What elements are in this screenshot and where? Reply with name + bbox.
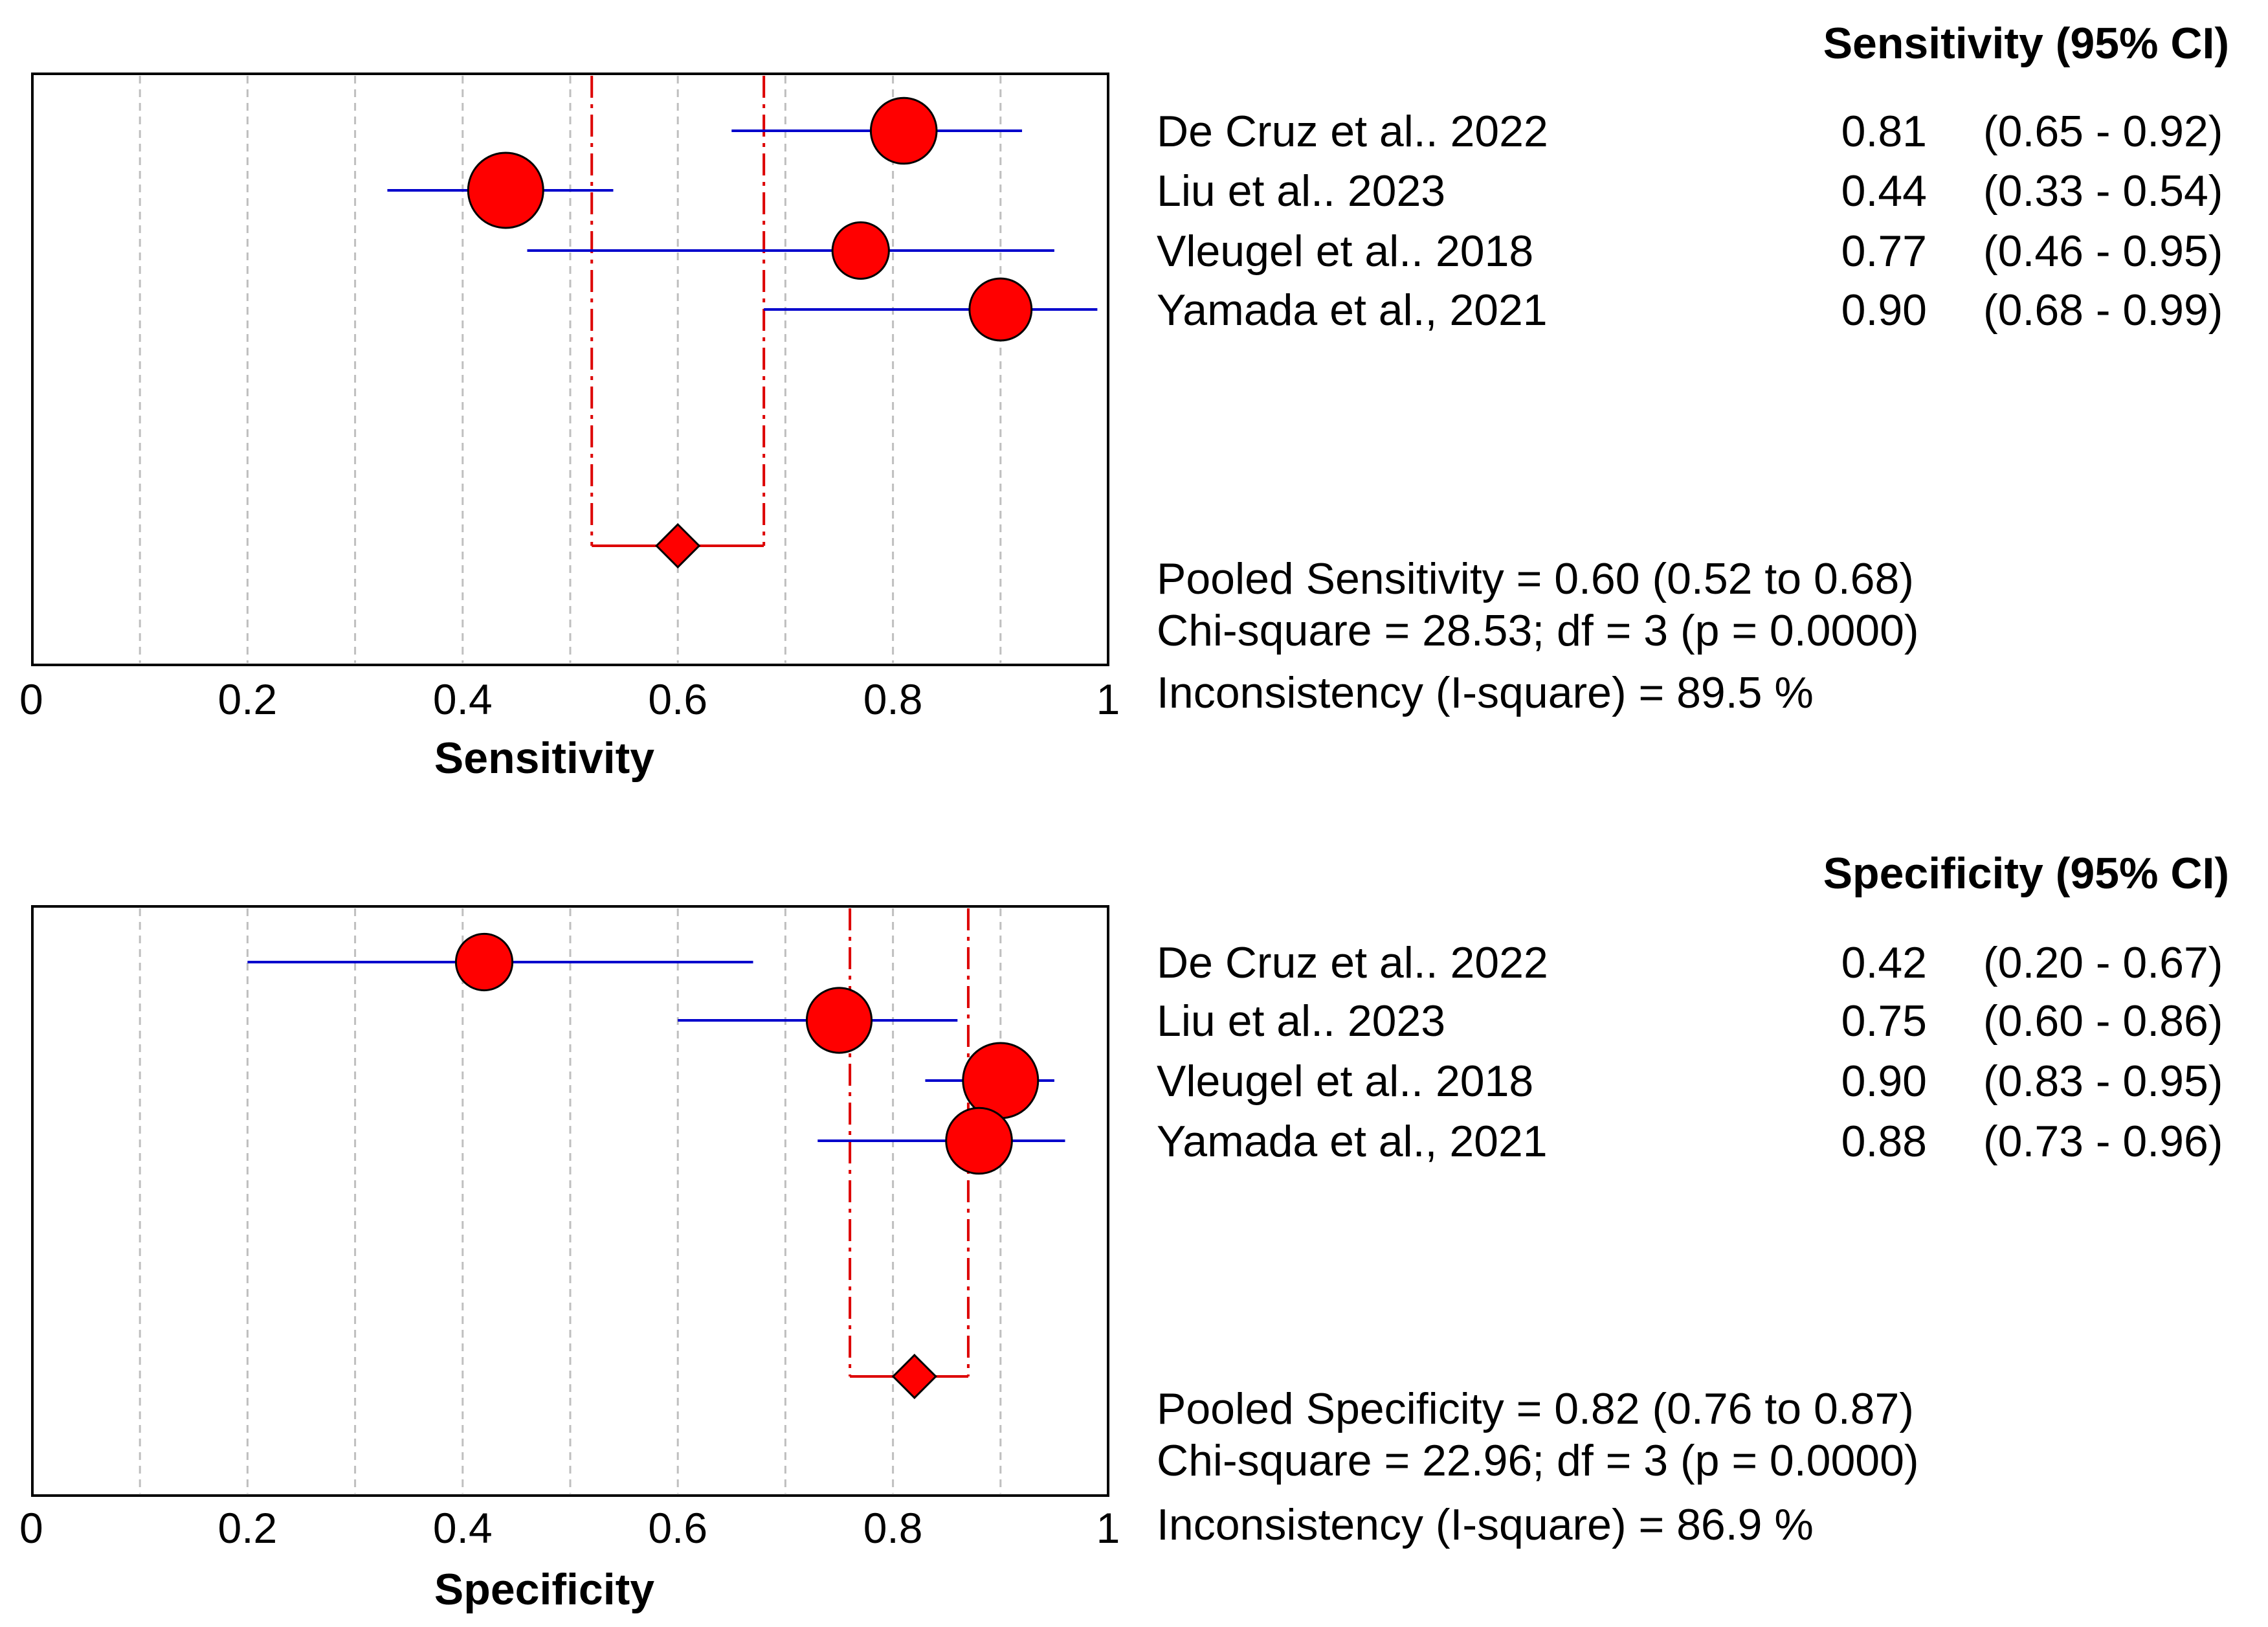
study-estimate-label: 0.88 xyxy=(1841,1117,1927,1166)
summary-stat: Pooled Sensitivity = 0.60 (0.52 to 0.68) xyxy=(1157,554,1914,603)
x-tick-label: 0.6 xyxy=(648,675,707,723)
study-estimate-marker xyxy=(869,96,938,165)
study-name: Liu et al.. 2023 xyxy=(1157,166,1445,216)
study-estimate-label: 0.90 xyxy=(1841,1057,1927,1106)
study-ci-label: (0.33 - 0.54) xyxy=(1983,166,2223,216)
study-name: Yamada et al., 2021 xyxy=(1157,286,1548,335)
study-estimate-label: 0.77 xyxy=(1841,227,1927,276)
study-name: Vleugel et al.. 2018 xyxy=(1157,227,1533,276)
study-estimate-label: 0.42 xyxy=(1841,938,1927,987)
study-estimate-marker xyxy=(454,932,514,992)
summary-stat: Chi-square = 22.96; df = 3 (p = 0.0000) xyxy=(1157,1436,1919,1485)
x-tick-label: 0.6 xyxy=(648,1504,707,1552)
x-tick-label: 0.8 xyxy=(863,1504,923,1552)
study-ci-label: (0.73 - 0.96) xyxy=(1983,1117,2223,1166)
x-tick-label: 0 xyxy=(19,675,43,723)
study-estimate-marker xyxy=(945,1106,1013,1175)
study-ci-label: (0.20 - 0.67) xyxy=(1983,938,2223,987)
study-estimate-marker xyxy=(962,1042,1040,1119)
forest-panel-sensitivity: De Cruz et al.. 2022 0.81 (0.65 - 0.92)Liu… xyxy=(19,19,2229,783)
study-ci-label: (0.46 - 0.95) xyxy=(1983,227,2223,276)
study-estimate-label: 0.44 xyxy=(1841,166,1927,216)
x-tick-label: 0.2 xyxy=(218,675,278,723)
plot-frame xyxy=(31,73,1109,666)
study-estimate-label: 0.81 xyxy=(1841,107,1927,156)
pooled-estimate-diamond xyxy=(655,522,701,569)
study-estimate-label: 0.90 xyxy=(1841,286,1927,335)
study-estimate-marker xyxy=(805,987,873,1054)
x-axis-label: Specificity xyxy=(434,1565,654,1614)
forest-panel-specificity: De Cruz et al.. 2022 0.42 (0.20 - 0.67) Liu… xyxy=(19,849,2229,1614)
study-name: Vleugel et al.. 2018 xyxy=(1157,1057,1533,1106)
plot-frame xyxy=(31,905,1109,1497)
study-estimate-marker xyxy=(968,277,1033,342)
study-estimate-marker xyxy=(831,221,890,280)
summary-stat: Inconsistency (I-square) = 89.5 % xyxy=(1157,668,1814,717)
study-name: Liu et al.. 2023 xyxy=(1157,996,1445,1046)
study-name: Yamada et al., 2021 xyxy=(1157,1117,1548,1166)
x-tick-label: 0.4 xyxy=(433,1504,493,1552)
study-ci-label: (0.83 - 0.95) xyxy=(1983,1057,2223,1106)
pooled-estimate-diamond xyxy=(891,1353,937,1400)
column-header: Specificity (95% CI) xyxy=(1823,849,2229,898)
x-tick-label: 0.8 xyxy=(863,675,923,723)
study-ci-label: (0.60 - 0.86) xyxy=(1983,996,2223,1046)
study-ci-label: (0.65 - 0.92) xyxy=(1983,107,2223,156)
x-tick-label: 0 xyxy=(19,1504,43,1552)
study-name: De Cruz et al.. 2022 xyxy=(1157,107,1548,156)
column-header: Sensitivity (95% CI) xyxy=(1823,19,2229,68)
study-estimate-marker xyxy=(467,151,544,229)
study-ci-label: (0.68 - 0.99) xyxy=(1983,286,2223,335)
study-name: De Cruz et al.. 2022 xyxy=(1157,938,1548,987)
x-axis-label: Sensitivity xyxy=(434,734,654,783)
x-tick-label: 1 xyxy=(1096,1504,1120,1552)
summary-stat: Inconsistency (I-square) = 86.9 % xyxy=(1157,1500,1814,1549)
summary-stat: Chi-square = 28.53; df = 3 (p = 0.0000) xyxy=(1157,606,1919,655)
study-estimate-label: 0.75 xyxy=(1841,996,1927,1046)
x-tick-label: 0.4 xyxy=(433,675,493,723)
x-tick-label: 1 xyxy=(1096,675,1120,723)
summary-stat: Pooled Specificity = 0.82 (0.76 to 0.87) xyxy=(1157,1384,1914,1433)
x-tick-label: 0.2 xyxy=(218,1504,278,1552)
